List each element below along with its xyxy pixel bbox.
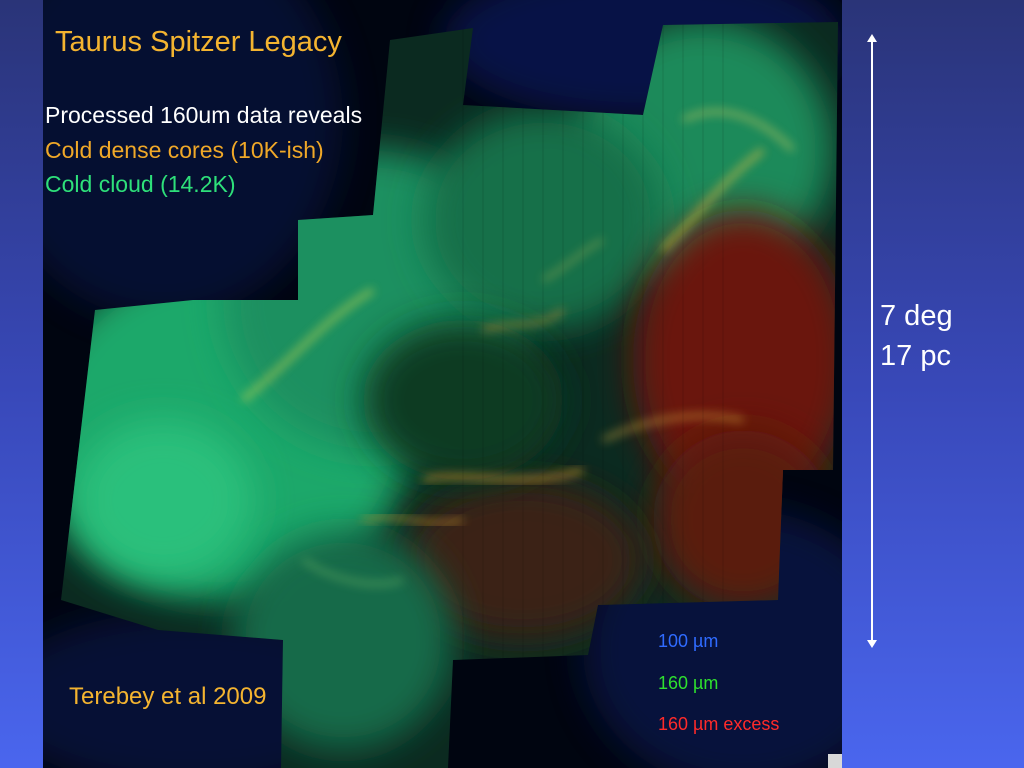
slide-title: Taurus Spitzer Legacy bbox=[55, 26, 342, 58]
caption-line-cloud: Cold cloud (14.2K) bbox=[45, 171, 236, 197]
legend-160um: 160 µm bbox=[658, 673, 719, 693]
resize-corner-icon bbox=[828, 754, 842, 768]
citation-credit: Terebey et al 2009 bbox=[69, 683, 267, 710]
scale-distance-label: 17 pc bbox=[880, 340, 951, 372]
arrow-up-icon bbox=[867, 34, 877, 42]
legend-160um-excess: 160 µm excess bbox=[658, 714, 780, 734]
caption-line-cores: Cold dense cores (10K-ish) bbox=[45, 137, 324, 163]
legend-100um: 100 µm bbox=[658, 631, 719, 651]
arrow-down-icon bbox=[867, 640, 877, 648]
scale-angle-label: 7 deg bbox=[880, 300, 953, 332]
infrared-map-graphic bbox=[43, 0, 842, 768]
double-headed-arrow-icon bbox=[866, 34, 878, 648]
taurus-mosaic-image: Taurus Spitzer Legacy Processed 160um da… bbox=[43, 0, 842, 768]
caption-line-intro: Processed 160um data reveals bbox=[45, 102, 363, 128]
scale-bar-shaft bbox=[871, 40, 873, 642]
